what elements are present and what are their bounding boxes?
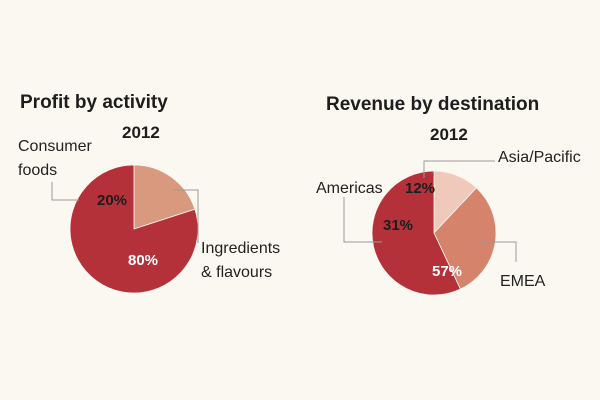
consumer-foods-label-line2: foods	[18, 162, 57, 179]
americas-label: Americas	[316, 180, 383, 197]
pie-slice-americas	[433, 187, 497, 290]
pct-label-americas: 31%	[383, 217, 413, 234]
pct-label-asia-pacific: 12%	[405, 180, 435, 197]
profit-chart-year: 2012	[122, 123, 160, 142]
consumer-foods-label-line1: Consumer	[18, 138, 92, 155]
profit-slices	[69, 164, 199, 294]
profit-chart: Profit by activity 2012 Consumer foods I…	[18, 92, 280, 294]
revenue-chart-year: 2012	[430, 125, 468, 144]
pie-slice-ingredients-flavours	[69, 164, 199, 294]
americas-leader	[343, 197, 382, 243]
revenue-chart-title: Revenue by destination	[326, 94, 539, 115]
pct-label-ingredients-flavours: 80%	[128, 252, 158, 269]
asia-pacific-leader	[423, 160, 495, 178]
emea-leader	[478, 241, 517, 262]
ingredients-label-line2: & flavours	[201, 264, 272, 281]
pct-label-emea: 57%	[432, 263, 462, 280]
pie-slice-emea	[371, 170, 461, 296]
revenue-percent-labels: 12% 31% 57%	[383, 180, 462, 280]
profit-chart-title: Profit by activity	[20, 92, 168, 113]
ingredients-label-line1: Ingredients	[201, 240, 280, 257]
revenue-chart: Revenue by destination 2012 Asia/Pacific…	[316, 94, 581, 296]
consumer-foods-leader	[51, 182, 79, 201]
emea-label: EMEA	[500, 273, 546, 290]
ingredients-leader	[173, 189, 199, 243]
pct-label-consumer-foods: 20%	[97, 192, 127, 209]
profit-percent-labels: 20% 80%	[97, 192, 158, 269]
pie-slice-consumer-foods	[133, 164, 196, 230]
revenue-slices	[371, 170, 497, 296]
asia-pacific-label: Asia/Pacific	[498, 149, 581, 166]
